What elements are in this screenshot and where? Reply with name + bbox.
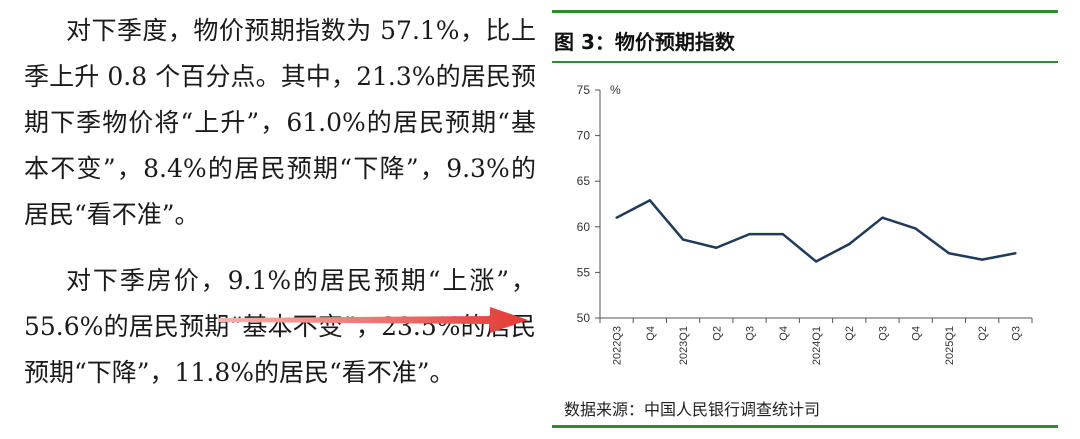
y-tick-label: 60 [577, 220, 591, 234]
article-text: 对下季度，物价预期指数为 57.1%，比上季上升 0.8 个百分点。其中，21.… [24, 8, 536, 396]
data-point [914, 227, 917, 230]
y-tick-label: 75 [577, 83, 591, 97]
data-point [947, 252, 951, 255]
series-group [615, 199, 1017, 263]
x-tick-label: Q4 [645, 326, 657, 341]
data-point [1014, 252, 1017, 255]
data-point [615, 216, 618, 219]
figure-title-rule [552, 61, 1058, 63]
y-tick-label: 65 [577, 174, 591, 188]
figure-panel: 图 3：物价预期指数 50 55 60 65 70 75% 2022Q3 Q4 2023Q1 Q… [552, 10, 1058, 430]
data-point [848, 242, 851, 246]
paragraph-price-expectation: 对下季度，物价预期指数为 57.1%，比上季上升 0.8 个百分点。其中，21.… [24, 16, 536, 229]
data-point [748, 232, 751, 236]
x-tick-label: Q2 [711, 326, 723, 341]
series-line [616, 199, 1016, 263]
data-point [715, 246, 718, 249]
x-tick-label: 2024Q1 [811, 326, 823, 365]
x-tick-label: Q4 [911, 326, 923, 341]
x-tick-label: 2025Q1 [944, 326, 956, 365]
y-axis-unit: % [610, 83, 621, 97]
data-point [814, 260, 818, 263]
source-note: 数据来源：中国人民银行调查统计司 [564, 400, 821, 419]
data-point [648, 199, 652, 202]
x-tick-label: Q2 [844, 326, 856, 341]
y-tick-label: 55 [577, 265, 591, 279]
x-tick-label: Q4 [778, 326, 790, 341]
x-tick-label: Q3 [877, 326, 889, 341]
x-tick-label: Q3 [745, 326, 757, 341]
line-chart: 50 55 60 65 70 75% 2022Q3 Q4 2023Q1 Q2 Q3 Q4 2024Q1… [577, 83, 1033, 365]
data-point [881, 216, 884, 219]
data-point [980, 258, 984, 261]
x-axis: 2022Q3 Q4 2023Q1 Q2 Q3 Q4 2024Q1 Q2 Q3 Q4 2025Q1 Q2… [599, 317, 1033, 365]
figure-top-rule [552, 10, 1058, 13]
data-point [781, 232, 784, 236]
figure-title: 图 3：物价预期指数 [554, 30, 735, 54]
y-axis: 50 55 60 65 70 75% [577, 83, 621, 325]
x-tick-label: Q3 [1010, 326, 1022, 341]
y-tick-label: 70 [577, 129, 591, 143]
y-tick-label: 50 [577, 311, 591, 325]
red-arrow [218, 305, 530, 339]
data-point [681, 238, 685, 241]
x-tick-label: 2023Q1 [678, 326, 690, 365]
x-tick-label: 2022Q3 [612, 326, 624, 365]
x-tick-label: Q2 [977, 326, 989, 341]
figure-bottom-rule [552, 425, 1058, 428]
